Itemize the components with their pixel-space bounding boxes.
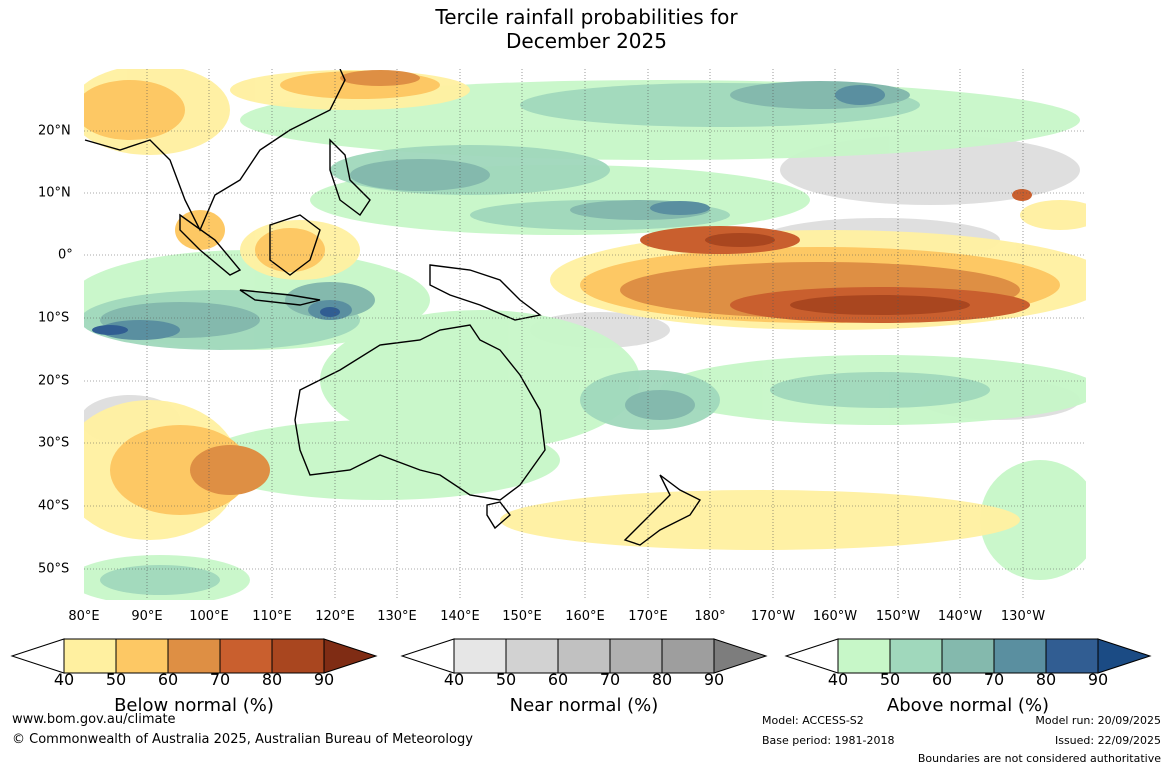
cb-tick: 50: [495, 670, 517, 689]
cb-above-over-triangle: [1097, 638, 1152, 674]
cb-near-swatch-4: [609, 638, 663, 674]
lat-label: 0°: [58, 247, 73, 263]
cb-near-swatch-1: [453, 638, 507, 674]
philippines-coast: [329, 138, 371, 217]
cb-above-swatch-1: [837, 638, 891, 674]
cb-below-swatch-4: [219, 638, 273, 674]
lat-label: 20°S: [38, 373, 70, 389]
cb-near-swatch-2: [505, 638, 559, 674]
model-run-text: Model run: 20/09/2025: [1035, 714, 1161, 727]
lon-label: 80°E: [68, 609, 100, 624]
new-zealand-coast: [623, 474, 702, 546]
cb-below-over-triangle: [323, 638, 378, 674]
copyright-text: © Commonwealth of Australia 2025, Austra…: [12, 732, 473, 747]
cb-tick: 80: [261, 670, 283, 689]
cb-tick: 90: [703, 670, 725, 689]
colorbar-below-normal: [10, 638, 378, 674]
cb-above-under-triangle: [784, 638, 839, 674]
cb-tick: 40: [443, 670, 465, 689]
lat-label: 10°S: [38, 310, 70, 326]
chart-title: Tercile rainfall probabilities for Decem…: [0, 5, 1173, 53]
issued-text: Issued: 22/09/2025: [1054, 734, 1161, 747]
lon-label: 90°E: [131, 609, 163, 624]
legend-above-normal-label: Above normal (%): [886, 695, 1050, 716]
cb-tick: 50: [879, 670, 901, 689]
legend-near-normal-label: Near normal (%): [509, 695, 659, 716]
cb-tick: 70: [983, 670, 1005, 689]
legend-below-normal-label: Below normal (%): [114, 695, 274, 716]
lon-label: 150°E: [502, 609, 542, 624]
cb-tick: 60: [157, 670, 179, 689]
java-coast: [239, 289, 321, 306]
cb-below-under-triangle: [10, 638, 65, 674]
cb-near-swatch-5: [661, 638, 715, 674]
tasmania-coast: [486, 501, 511, 530]
coastlines: [84, 69, 702, 546]
cb-below-swatch-1: [63, 638, 117, 674]
cb-above-swatch-2: [889, 638, 943, 674]
lon-label: 120°E: [315, 609, 355, 624]
colorbar-above-normal: [784, 638, 1152, 674]
lon-label: 160°W: [812, 609, 858, 624]
website-link[interactable]: www.bom.gov.au/climate: [12, 712, 176, 727]
lon-label: 130°W: [1000, 609, 1046, 624]
cb-below-swatch-3: [167, 638, 221, 674]
lat-label: 10°N: [38, 185, 71, 201]
base-period-text: Base period: 1981-2018: [762, 734, 895, 747]
lon-label: 140°E: [440, 609, 480, 624]
lon-label: 150°W: [875, 609, 921, 624]
cb-tick: 90: [1087, 670, 1109, 689]
australia-coast: [294, 324, 546, 501]
cb-tick: 70: [209, 670, 231, 689]
lat-label: 20°N: [38, 123, 71, 139]
cb-near-swatch-3: [557, 638, 611, 674]
cb-near-over-triangle: [713, 638, 768, 674]
probability-field: [84, 69, 1086, 600]
cb-tick: 40: [827, 670, 849, 689]
cb-tick: 60: [931, 670, 953, 689]
new-guinea-coast: [429, 264, 542, 321]
lon-label: 180°: [694, 609, 726, 624]
model-text: Model: ACCESS-S2: [762, 714, 864, 727]
cb-tick: 40: [53, 670, 75, 689]
lon-label: 110°E: [252, 609, 292, 624]
cb-above-swatch-3: [941, 638, 995, 674]
cb-tick: 80: [651, 670, 673, 689]
cb-tick: 90: [313, 670, 335, 689]
cb-below-swatch-2: [115, 638, 169, 674]
lon-label: 160°E: [565, 609, 605, 624]
colorbar-near-normal: [400, 638, 768, 674]
asia-coast: [84, 69, 346, 232]
cb-above-swatch-4: [993, 638, 1047, 674]
title-line-2: December 2025: [506, 29, 667, 53]
cb-tick: 50: [105, 670, 127, 689]
lon-label: 130°E: [377, 609, 417, 624]
borneo-coast: [269, 214, 321, 276]
lon-label: 170°E: [628, 609, 668, 624]
cb-below-swatch-5: [271, 638, 325, 674]
lon-label: 170°W: [750, 609, 796, 624]
sumatra-coast: [179, 213, 242, 276]
lat-label: 40°S: [38, 498, 70, 514]
cb-near-under-triangle: [400, 638, 455, 674]
lon-label: 100°E: [189, 609, 229, 624]
lat-label: 30°S: [38, 435, 70, 451]
cb-tick: 70: [599, 670, 621, 689]
title-line-1: Tercile rainfall probabilities for: [435, 5, 738, 29]
lon-label: 140°W: [937, 609, 983, 624]
cb-tick: 60: [547, 670, 569, 689]
disclaimer-text: Boundaries are not considered authoritat…: [917, 752, 1161, 765]
lat-label: 50°S: [38, 561, 70, 577]
cb-above-swatch-5: [1045, 638, 1099, 674]
cb-tick: 80: [1035, 670, 1057, 689]
